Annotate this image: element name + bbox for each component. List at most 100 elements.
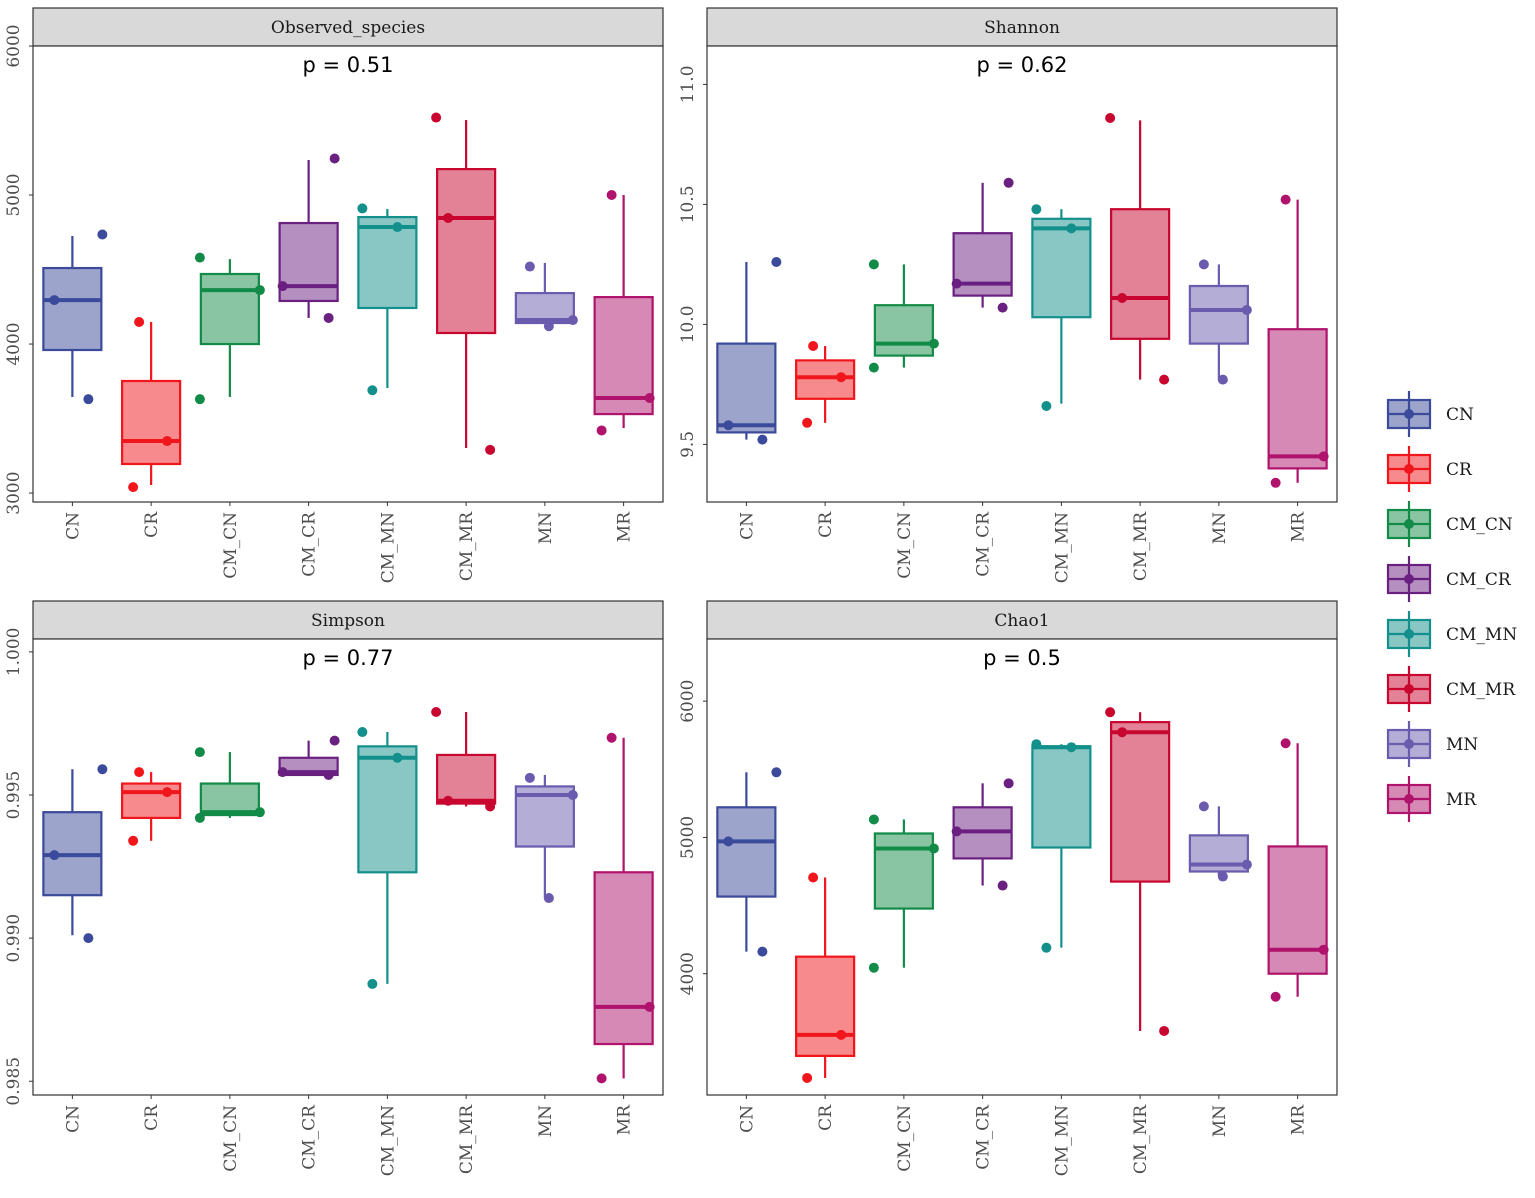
data-point: [951, 278, 962, 289]
x-tick-label: CM_MN: [378, 512, 398, 583]
data-point: [868, 814, 879, 825]
data-point: [1198, 259, 1209, 270]
facet-strip: [32, 7, 664, 47]
legend-item-cm_mn: CM_MN: [1386, 611, 1517, 657]
legend-point: [1404, 739, 1414, 749]
box: [593, 295, 654, 416]
y-tick-label: 9.5: [678, 431, 698, 458]
facet-strip: [32, 600, 664, 640]
y-tick-label: 4000: [678, 952, 698, 995]
y-tick-label: 1.000: [4, 628, 24, 677]
data-point: [606, 732, 617, 743]
legend-item-cm_cr: CM_CR: [1386, 556, 1512, 602]
data-point: [443, 795, 454, 806]
box: [121, 379, 182, 466]
data-point: [567, 790, 578, 801]
data-point: [194, 394, 205, 405]
box-cm_mn: [357, 203, 418, 396]
plot-panel: [32, 638, 664, 1096]
data-point: [757, 434, 768, 445]
data-point: [1318, 451, 1329, 462]
data-point: [802, 417, 813, 428]
legend-point: [1404, 629, 1414, 639]
box: [1267, 328, 1328, 470]
y-tick-label: 4000: [4, 322, 24, 365]
data-point: [1217, 871, 1228, 882]
data-point: [323, 769, 334, 780]
data-point: [1198, 801, 1209, 812]
x-tick-label: CR: [142, 1104, 162, 1131]
legend-point: [1404, 464, 1414, 474]
box: [795, 955, 856, 1057]
data-point: [1280, 194, 1291, 205]
facet-title: Shannon: [984, 18, 1060, 38]
x-tick-label: MN: [536, 512, 556, 544]
legend-label: CR: [1446, 460, 1473, 480]
box: [1031, 745, 1092, 849]
data-point: [1041, 401, 1052, 411]
legend-point: [1404, 409, 1414, 419]
y-tick-label: 11.0: [678, 65, 698, 103]
data-point: [443, 212, 454, 223]
data-point: [357, 203, 368, 214]
data-point: [49, 850, 60, 861]
box: [1267, 845, 1328, 975]
data-point: [1003, 177, 1014, 188]
legend-item-mn: MN: [1386, 721, 1478, 767]
x-tick-label: CM_CR: [300, 511, 320, 577]
y-tick-label: 10.5: [678, 185, 698, 223]
data-point: [97, 764, 108, 775]
x-tick-label: CM_MR: [1131, 1104, 1151, 1174]
x-tick-label: CM_MN: [1052, 512, 1072, 583]
data-point: [723, 836, 734, 847]
data-point: [357, 727, 368, 738]
legend-item-cm_cn: CM_CN: [1386, 501, 1513, 547]
x-tick-label: CN: [63, 1105, 83, 1133]
x-tick-label: CN: [737, 1105, 757, 1133]
box-cn: [42, 764, 108, 944]
box-cm_mr: [431, 706, 497, 812]
box-cm_cn: [194, 747, 265, 823]
data-point: [134, 767, 145, 778]
box-cr: [121, 767, 182, 846]
box-cr: [795, 872, 856, 1083]
legend-point: [1404, 574, 1414, 584]
data-point: [1280, 738, 1291, 749]
box-cm_mn: [1031, 204, 1092, 411]
data-point: [1117, 727, 1128, 738]
data-point: [644, 392, 655, 403]
data-point: [277, 767, 288, 778]
data-point: [194, 252, 205, 263]
box-cm_cr: [951, 778, 1014, 891]
box-cm_mr: [1105, 707, 1171, 1036]
data-point: [596, 425, 607, 436]
legend: CN CR CM_CN CM_CR CM_MN CM_MR MN MR: [1386, 391, 1517, 822]
box: [1110, 208, 1171, 340]
data-point: [485, 801, 496, 812]
x-tick-label: CM_CN: [895, 1105, 915, 1172]
y-tick-label: 3000: [4, 471, 24, 514]
x-tick-label: MR: [1289, 511, 1309, 542]
legend-label: MN: [1446, 735, 1478, 755]
box: [873, 832, 934, 910]
x-tick-label: CR: [142, 511, 162, 538]
data-point: [392, 752, 403, 763]
data-point: [134, 316, 145, 327]
legend-point: [1404, 519, 1414, 529]
box-cm_mr: [1105, 113, 1171, 385]
data-point: [162, 436, 173, 447]
legend-label: CN: [1446, 405, 1474, 425]
facet-simpson: Simpson p = 0.77 0.985 0.990 0.995 1.000 CN CR C…: [4, 600, 664, 1176]
x-tick-label: CM_CR: [974, 511, 994, 577]
data-point: [543, 893, 554, 904]
box-cm_cr: [277, 153, 340, 323]
legend-label: CM_CR: [1446, 570, 1512, 590]
legend-label: MR: [1446, 790, 1477, 810]
data-point: [431, 112, 442, 123]
facet-shannon: Shannon p = 0.62 9.5 10.0 10.5 11.0 CN CR CM_CN C…: [678, 7, 1338, 583]
box: [357, 215, 418, 310]
box-mr: [593, 732, 655, 1084]
data-point: [1105, 707, 1116, 718]
